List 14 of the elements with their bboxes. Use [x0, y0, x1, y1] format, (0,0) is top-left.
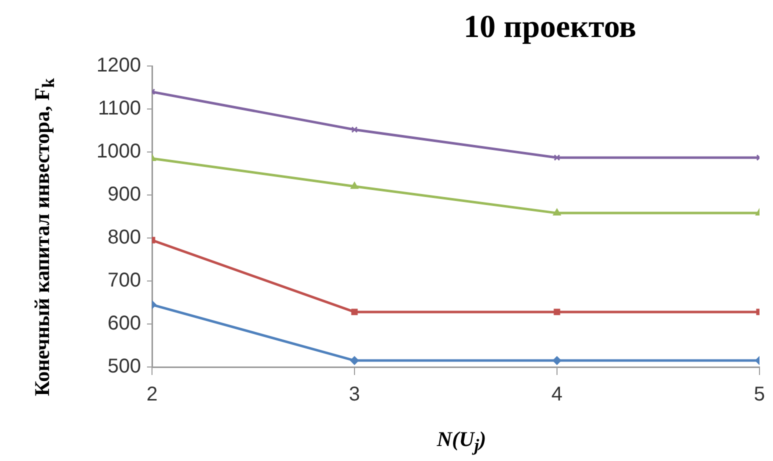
y-tick-label: 1000	[96, 140, 141, 163]
y-tick-label: 700	[108, 270, 141, 292]
y-tick-label: 600	[108, 312, 141, 335]
x-tick-label: 2	[146, 384, 158, 406]
x-tick-label: 3	[348, 384, 360, 406]
y-tick-label: 800	[108, 226, 141, 249]
chart-title: 10 проектов	[462, 8, 638, 45]
y-tick-label: 1200	[96, 54, 141, 77]
x-tick-label: 5	[754, 384, 765, 406]
y-tick-label: 900	[108, 184, 141, 206]
x-tick-label: 4	[551, 384, 563, 406]
y-tick-label: 500	[108, 356, 141, 378]
y-tick-label: 1100	[98, 98, 141, 120]
x-axis-title: N(U$_{j}$)	[436, 427, 488, 456]
